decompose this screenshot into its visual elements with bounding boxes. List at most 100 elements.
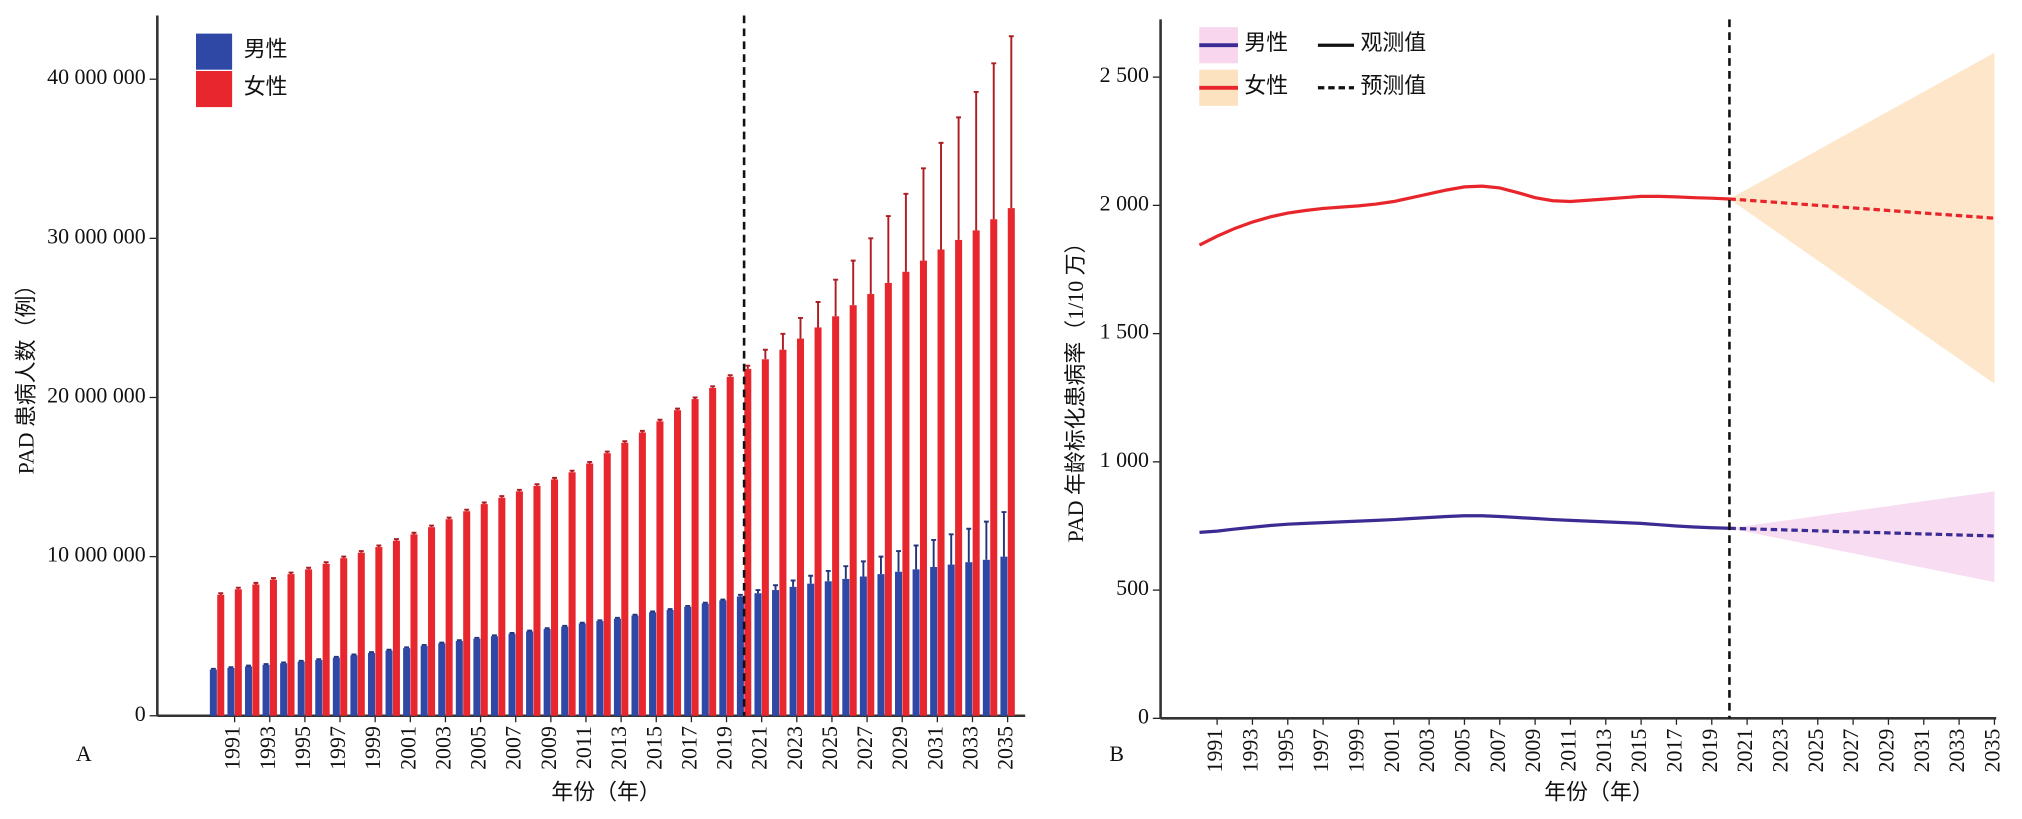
error-bar <box>544 627 550 630</box>
bar <box>438 643 446 716</box>
error-bar <box>650 610 656 613</box>
error-bar <box>720 598 726 601</box>
bar <box>543 629 551 716</box>
x-tick-label: 2005 <box>466 726 491 770</box>
bar <box>884 282 892 716</box>
x-tick-label: 2031 <box>922 726 947 770</box>
bar <box>912 569 920 716</box>
bar <box>269 579 277 716</box>
bar <box>603 453 611 716</box>
x-axis-title: 年份（年） <box>551 779 661 804</box>
bar <box>252 584 260 716</box>
error-bar <box>956 116 962 240</box>
bar <box>754 593 762 716</box>
bar <box>473 638 481 716</box>
x-tick-label: 2027 <box>1838 729 1863 773</box>
error-bar <box>966 527 972 563</box>
y-axis-title: PAD 患病人数（例） <box>13 274 38 475</box>
error-bar <box>270 577 276 580</box>
error-bar <box>921 167 926 261</box>
x-tick-label: 2009 <box>1520 729 1545 773</box>
x-tick-label: 2003 <box>1414 729 1439 773</box>
x-tick-label: 2029 <box>887 726 912 770</box>
error-bar <box>298 659 304 662</box>
error-bar <box>429 524 435 528</box>
x-tick-label: 2001 <box>1379 729 1404 773</box>
x-tick-label: 2029 <box>1873 729 1898 773</box>
error-bar <box>657 418 663 422</box>
error-bar <box>991 62 997 220</box>
error-bar <box>622 440 628 443</box>
y-tick-label: 2 500 <box>1100 62 1149 87</box>
x-tick-label: 2035 <box>1979 729 2004 773</box>
error-bar <box>632 613 638 616</box>
x-tick-label: 1999 <box>1343 729 1368 773</box>
error-bar <box>316 658 322 661</box>
error-bar <box>604 450 610 454</box>
x-tick-label: 2007 <box>501 726 526 770</box>
x-axis-title: 年份（年） <box>1544 779 1654 804</box>
bar <box>480 504 488 716</box>
error-bar <box>727 374 733 377</box>
error-bar <box>393 538 399 541</box>
bar <box>445 519 453 716</box>
y-tick-label: 10 000 000 <box>47 542 146 567</box>
observed-line <box>1198 184 1730 247</box>
x-tick-label: 2001 <box>395 726 420 770</box>
bar <box>656 421 664 716</box>
bar <box>420 645 428 716</box>
bar <box>930 566 938 716</box>
error-bar <box>404 646 410 649</box>
bar <box>515 491 523 716</box>
legend-label: 男性 <box>1244 30 1288 55</box>
error-bar <box>973 90 979 231</box>
bar <box>789 586 797 716</box>
bar <box>726 376 734 716</box>
bar <box>744 368 752 716</box>
x-tick-label: 2009 <box>536 726 561 770</box>
error-bar <box>692 396 698 400</box>
error-bar <box>527 629 533 632</box>
bar <box>613 618 621 716</box>
bar <box>403 648 411 716</box>
bar <box>919 260 927 716</box>
bar <box>955 239 963 716</box>
x-tick-label: 2021 <box>1732 729 1757 773</box>
x-tick-label: 2013 <box>606 726 631 770</box>
y-tick-label: 0 <box>135 701 146 726</box>
error-bar <box>281 661 287 664</box>
bar <box>596 621 604 716</box>
x-tick-label: 2033 <box>958 726 983 770</box>
error-bar <box>702 601 708 604</box>
x-tick-label: 2011 <box>1555 729 1580 772</box>
x-tick-label: 2025 <box>1803 729 1828 773</box>
error-bar <box>246 664 251 667</box>
bar <box>673 410 682 716</box>
error-bar <box>411 531 417 535</box>
bar <box>410 534 418 716</box>
error-bar <box>667 608 673 611</box>
bar <box>972 230 980 716</box>
y-tick-label: 40 000 000 <box>47 64 146 89</box>
bar <box>1007 208 1015 716</box>
error-bar <box>815 301 821 328</box>
error-bar <box>762 348 768 360</box>
error-bar <box>491 634 497 637</box>
error-bar <box>798 316 803 339</box>
bar <box>498 497 506 716</box>
bar <box>332 657 340 716</box>
x-tick-label: 2027 <box>852 726 877 770</box>
bar <box>357 552 365 716</box>
bar <box>227 668 235 716</box>
bar <box>736 596 744 716</box>
bar <box>490 636 498 716</box>
error-bar <box>780 332 786 350</box>
bar <box>701 603 709 716</box>
error-bar <box>773 584 779 591</box>
error-bar <box>376 544 382 548</box>
error-bar <box>808 574 814 584</box>
error-bar <box>878 555 884 575</box>
bar <box>392 540 400 716</box>
error-bar <box>948 533 954 565</box>
x-tick-label: 1997 <box>325 726 350 770</box>
